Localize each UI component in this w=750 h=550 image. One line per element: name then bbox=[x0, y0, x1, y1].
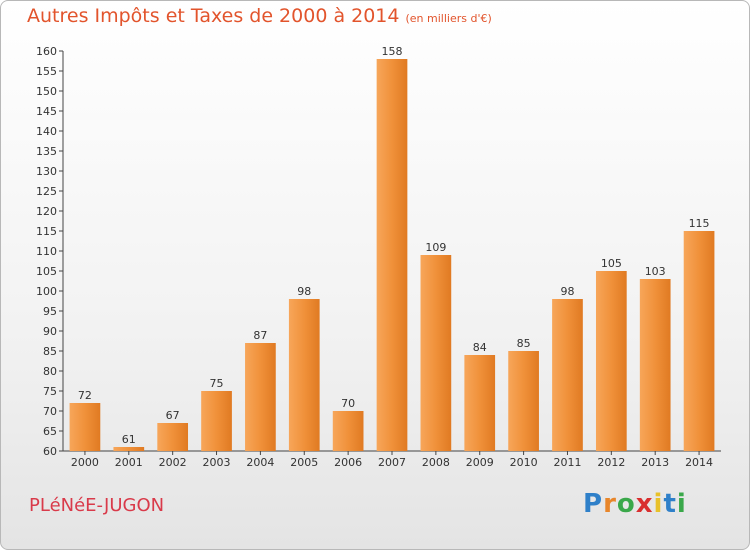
bar-value-label: 87 bbox=[253, 329, 267, 342]
x-tick-label: 2008 bbox=[422, 456, 450, 469]
logo-letter: t bbox=[663, 489, 677, 519]
y-tick-label: 120 bbox=[36, 205, 57, 218]
bar-2006 bbox=[332, 411, 364, 451]
bar-2004 bbox=[245, 343, 276, 451]
chart-subtitle: (en milliers d'€) bbox=[405, 12, 492, 25]
town-name: PLéNéE-JUGON bbox=[29, 495, 165, 516]
x-tick-label: 2013 bbox=[641, 456, 669, 469]
logo-letter: i bbox=[653, 489, 664, 519]
bar-value-label: 98 bbox=[560, 285, 574, 298]
y-axis: 60 65 70 75 80 85 90 95 100 105 110 115 120 125 130 135… bbox=[36, 45, 64, 458]
y-tick-label: 130 bbox=[36, 165, 57, 178]
bar-value-label: 75 bbox=[210, 377, 224, 390]
bar-2008 bbox=[420, 255, 452, 451]
x-tick-label: 2000 bbox=[71, 456, 99, 469]
bar-2002 bbox=[157, 423, 189, 451]
logo-letter: P bbox=[583, 489, 604, 519]
logo-letter: o bbox=[616, 489, 636, 519]
bar-2010 bbox=[508, 351, 539, 451]
x-tick-label: 2001 bbox=[115, 456, 143, 469]
y-tick-label: 105 bbox=[36, 265, 57, 278]
y-tick-label: 60 bbox=[43, 445, 57, 458]
y-tick-label: 90 bbox=[43, 325, 57, 338]
x-tick-label: 2005 bbox=[290, 456, 318, 469]
bar-2009 bbox=[464, 355, 496, 451]
y-tick-label: 70 bbox=[43, 405, 57, 418]
proxiti-logo: Proxiti bbox=[583, 489, 687, 519]
y-tick-label: 65 bbox=[43, 425, 57, 438]
y-tick-label: 110 bbox=[36, 245, 57, 258]
bar-2001 bbox=[113, 447, 145, 451]
bar-value-label: 109 bbox=[425, 241, 446, 254]
bar-value-label: 61 bbox=[122, 433, 136, 446]
bar-2012 bbox=[595, 271, 627, 451]
y-tick-label: 140 bbox=[36, 125, 57, 138]
x-tick-label: 2007 bbox=[378, 456, 406, 469]
logo-letter: r bbox=[603, 489, 617, 519]
x-tick-label: 2011 bbox=[553, 456, 581, 469]
y-tick-label: 135 bbox=[36, 145, 57, 158]
y-tick-label: 155 bbox=[36, 65, 57, 78]
logo-letter: x bbox=[635, 489, 654, 519]
y-tick-label: 125 bbox=[36, 185, 57, 198]
x-tick-label: 2004 bbox=[246, 456, 274, 469]
bar-value-label: 105 bbox=[601, 257, 622, 270]
y-tick-label: 80 bbox=[43, 365, 57, 378]
x-tick-label: 2003 bbox=[203, 456, 231, 469]
x-tick-label: 2012 bbox=[597, 456, 625, 469]
title-text: Autres Impôts et Taxes de 2000 à 2014 bbox=[27, 5, 400, 27]
bar-value-label: 67 bbox=[166, 409, 180, 422]
x-tick-label: 2014 bbox=[685, 456, 713, 469]
bar-value-label: 72 bbox=[78, 389, 92, 402]
x-tick-label: 2006 bbox=[334, 456, 362, 469]
bars: 72 61 67 75 87 98 70 158 109 84 85 98 105 103 115 bbox=[69, 45, 715, 451]
y-tick-label: 160 bbox=[36, 45, 57, 58]
bar-2005 bbox=[288, 299, 320, 451]
x-tick-label: 2010 bbox=[510, 456, 538, 469]
bar-value-label: 70 bbox=[341, 397, 355, 410]
bar-2011 bbox=[552, 299, 583, 451]
bar-value-label: 158 bbox=[382, 45, 403, 58]
chart-title: Autres Impôts et Taxes de 2000 à 2014 (en… bbox=[27, 5, 492, 27]
bar-value-label: 103 bbox=[645, 265, 666, 278]
bar-2014 bbox=[683, 231, 715, 451]
bar-2000 bbox=[69, 403, 101, 451]
bar-2003 bbox=[201, 391, 232, 451]
bar-value-label: 98 bbox=[297, 285, 311, 298]
bar-value-label: 85 bbox=[517, 337, 531, 350]
bar-2013 bbox=[639, 279, 671, 451]
y-tick-label: 95 bbox=[43, 305, 57, 318]
x-tick-label: 2002 bbox=[159, 456, 187, 469]
bar-2007 bbox=[376, 59, 408, 451]
y-tick-label: 145 bbox=[36, 105, 57, 118]
x-tick-label: 2009 bbox=[466, 456, 494, 469]
y-tick-label: 150 bbox=[36, 85, 57, 98]
bar-value-label: 115 bbox=[689, 217, 710, 230]
y-tick-label: 75 bbox=[43, 385, 57, 398]
x-axis: 2000 2001 2002 2003 2004 2005 2006 2007 2008 2009… bbox=[63, 450, 721, 469]
y-tick-label: 115 bbox=[36, 225, 57, 238]
bar-value-label: 84 bbox=[473, 341, 487, 354]
logo-letter: i bbox=[676, 489, 687, 519]
y-tick-label: 85 bbox=[43, 345, 57, 358]
y-tick-label: 100 bbox=[36, 285, 57, 298]
